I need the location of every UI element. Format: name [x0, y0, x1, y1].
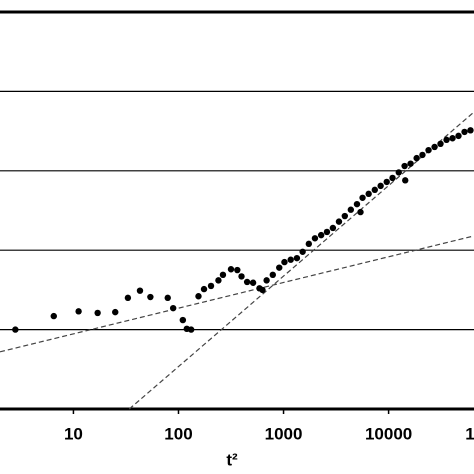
data-point — [443, 136, 450, 144]
x-tick-label: 10000 — [365, 424, 412, 443]
data-point — [419, 151, 426, 159]
data-point — [347, 206, 355, 213]
data-point — [263, 277, 270, 284]
data-point — [341, 212, 349, 220]
data-point — [305, 240, 313, 248]
data-point — [94, 309, 101, 317]
data-point — [413, 154, 420, 162]
data-point — [227, 266, 235, 273]
data-point — [238, 273, 245, 280]
data-point — [281, 258, 288, 266]
data-point — [402, 177, 409, 184]
data-point — [467, 127, 474, 134]
data-point — [371, 186, 378, 194]
data-point — [437, 140, 444, 148]
data-point — [365, 190, 372, 198]
data-point — [215, 277, 222, 284]
data-point — [136, 287, 144, 294]
data-point — [383, 178, 390, 186]
data-point — [425, 146, 432, 154]
data-point — [395, 169, 402, 176]
data-point — [323, 228, 331, 236]
data-point — [195, 293, 202, 300]
data-point — [353, 200, 361, 208]
data-point — [75, 308, 82, 315]
data-point — [147, 293, 154, 301]
data-point — [269, 271, 276, 279]
data-point — [431, 143, 438, 151]
data-point — [259, 286, 266, 294]
data-point — [50, 312, 57, 320]
data-point — [389, 174, 396, 182]
data-point — [124, 294, 132, 302]
data-point — [357, 208, 364, 216]
data-point — [461, 128, 468, 136]
data-point — [200, 285, 208, 293]
data-point — [329, 224, 337, 232]
x-tick-label: 100000 — [465, 424, 474, 443]
x-tick-label: 1000 — [265, 424, 303, 443]
data-point — [219, 271, 227, 279]
data-point — [311, 235, 319, 242]
data-point — [112, 308, 119, 316]
data-point — [335, 218, 343, 225]
x-axis-label: t² — [226, 450, 238, 469]
data-point — [401, 162, 408, 170]
data-point — [287, 256, 294, 263]
data-point — [243, 278, 251, 286]
data-point — [293, 254, 301, 262]
x-tick-label: 100 — [164, 424, 192, 443]
x-tick-label: 10 — [64, 424, 83, 443]
data-point — [455, 132, 462, 140]
data-point — [169, 304, 177, 312]
data-point — [299, 248, 306, 255]
data-point — [187, 326, 195, 333]
data-point — [179, 316, 187, 324]
data-point — [164, 294, 171, 302]
data-point — [407, 160, 414, 167]
reference-line — [128, 111, 474, 410]
reference-line — [0, 235, 474, 353]
data-point — [317, 231, 325, 239]
data-point — [234, 266, 241, 274]
data-point — [377, 182, 384, 190]
data-point — [359, 194, 366, 201]
data-point — [12, 326, 19, 333]
data-point — [249, 279, 257, 286]
data-point — [207, 282, 215, 290]
data-point — [276, 264, 283, 271]
data-point — [449, 135, 456, 142]
